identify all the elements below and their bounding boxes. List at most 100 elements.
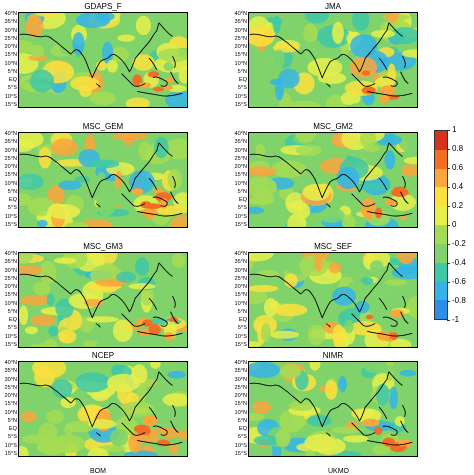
coastline — [70, 398, 111, 428]
panel-title: MSC_GEM — [82, 122, 124, 131]
coastline — [137, 90, 183, 97]
latitude-tick-label: 5°N — [7, 188, 17, 195]
panel-title: JMA — [325, 2, 341, 11]
panel-title: MSC_GM2 — [313, 122, 353, 131]
colorbar-tickmark — [447, 149, 450, 150]
latitude-tick-label: 5°S — [237, 205, 247, 212]
latitude-tick-label: 5°N — [7, 308, 17, 315]
latitude-tick-label: EQ — [8, 77, 17, 84]
panel-title: GDAPS_F — [84, 2, 122, 11]
panel-title: NCEP — [91, 351, 115, 360]
latitude-tick-label: 30°N — [234, 267, 248, 274]
latitude-tick-label: 5°N — [7, 417, 17, 424]
coastline — [148, 297, 158, 310]
latitude-tick-label: 15°S — [234, 342, 247, 349]
cutoff-panel-title-right: UKMO — [328, 468, 349, 475]
latitude-tick-label: 15°S — [234, 451, 247, 458]
coastline — [400, 311, 409, 324]
coastline — [325, 323, 331, 328]
latitude-tick-label: EQ — [238, 77, 247, 84]
latitude-tick-label: 5°S — [7, 325, 17, 332]
coastline — [388, 22, 403, 37]
latitude-tick-label: 40°N — [234, 131, 248, 137]
coastline — [172, 55, 176, 69]
latitude-tick-label: 35°N — [234, 259, 248, 266]
coastline — [378, 297, 388, 310]
correlation-map — [18, 132, 188, 228]
latitude-tick-label: 20°N — [234, 164, 248, 171]
latitude-tick-label: 10°N — [4, 180, 18, 187]
latitude-tick-label: 25°N — [234, 35, 248, 42]
coastline — [19, 153, 71, 175]
coastline — [339, 142, 390, 193]
colorbar — [434, 130, 448, 320]
coastline — [367, 210, 413, 217]
latitude-tick-label: 35°N — [234, 139, 248, 146]
latitude-axis: 40°N 35°N 30°N 25°N 20°N 15°N 10°N 5°N EQ 5°S 10°S… — [230, 131, 248, 229]
latitude-tick-label: 10°S — [4, 333, 17, 340]
coastline — [249, 33, 301, 55]
coastline — [388, 142, 403, 157]
colorbar-segment — [435, 225, 447, 245]
coastline — [109, 22, 160, 73]
coastline — [382, 316, 398, 327]
coastline — [172, 404, 176, 418]
latitude-tick-label: 40°N — [4, 360, 18, 366]
latitude-tick-label: EQ — [8, 426, 17, 433]
latitude-axis: 40°N 35°N 30°N 25°N 20°N 15°N 10°N 5°N EQ 5°S 10°S… — [230, 11, 248, 108]
coastline — [109, 142, 160, 193]
latitude-tick-label: 40°N — [4, 131, 18, 137]
colorbar-tick-label: 1 — [452, 125, 457, 134]
colorbar-tickmark — [447, 282, 450, 283]
latitude-tick-label: 30°N — [4, 267, 18, 274]
latitude-tick-label: 15°S — [4, 102, 17, 109]
coastline — [378, 57, 388, 70]
colorbar-tick-label: -0.8 — [452, 296, 466, 305]
coastline — [367, 330, 413, 337]
coastline — [158, 371, 173, 386]
colorbar-segment — [435, 206, 447, 226]
colorbar-segment — [435, 281, 447, 301]
colorbar-segment — [435, 187, 447, 207]
coastline — [400, 191, 409, 204]
coastline — [70, 169, 111, 199]
latitude-tick-label: 15°S — [4, 222, 17, 229]
coastline — [351, 73, 376, 87]
coastline — [109, 371, 160, 422]
latitude-tick-label: 10°N — [234, 180, 248, 187]
coastline — [152, 196, 168, 207]
coastline — [70, 49, 111, 79]
latitude-tick-label: 25°N — [4, 384, 18, 391]
latitude-tick-label: EQ — [238, 197, 247, 204]
coastline — [249, 273, 301, 295]
colorbar-tickmark — [447, 168, 450, 169]
coastline — [402, 295, 406, 309]
colorbar-tick-label: -0.6 — [452, 277, 466, 286]
colorbar-tick-label: -0.4 — [452, 258, 466, 267]
colorbar-tickmark — [447, 263, 450, 264]
latitude-tick-label: 10°N — [4, 409, 18, 416]
colorbar-tick-label: 0.6 — [452, 163, 464, 172]
coastline — [152, 425, 168, 436]
latitude-tick-label: 15°N — [234, 52, 248, 59]
coastline — [148, 406, 158, 419]
coastline — [378, 406, 388, 419]
latitude-tick-label: 25°N — [4, 155, 18, 162]
coastline — [19, 382, 71, 404]
coastline — [367, 439, 413, 446]
latitude-tick-label: 10°S — [4, 213, 17, 220]
latitude-tick-label: 5°N — [237, 188, 247, 195]
latitude-tick-label: 10°N — [234, 60, 248, 67]
latitude-tick-label: 35°N — [234, 19, 248, 26]
latitude-tick-label: 40°N — [234, 11, 248, 17]
latitude-tick-label: 40°N — [4, 251, 18, 257]
coastline — [121, 313, 146, 327]
colorbar-segment — [435, 300, 447, 320]
coastline — [382, 425, 398, 436]
coastline — [137, 210, 183, 217]
coastline — [402, 55, 406, 69]
latitude-tick-label: 15°S — [234, 222, 247, 229]
latitude-tick-label: 25°N — [4, 275, 18, 282]
latitude-tick-label: 5°N — [237, 308, 247, 315]
latitude-tick-label: 15°N — [4, 292, 18, 299]
